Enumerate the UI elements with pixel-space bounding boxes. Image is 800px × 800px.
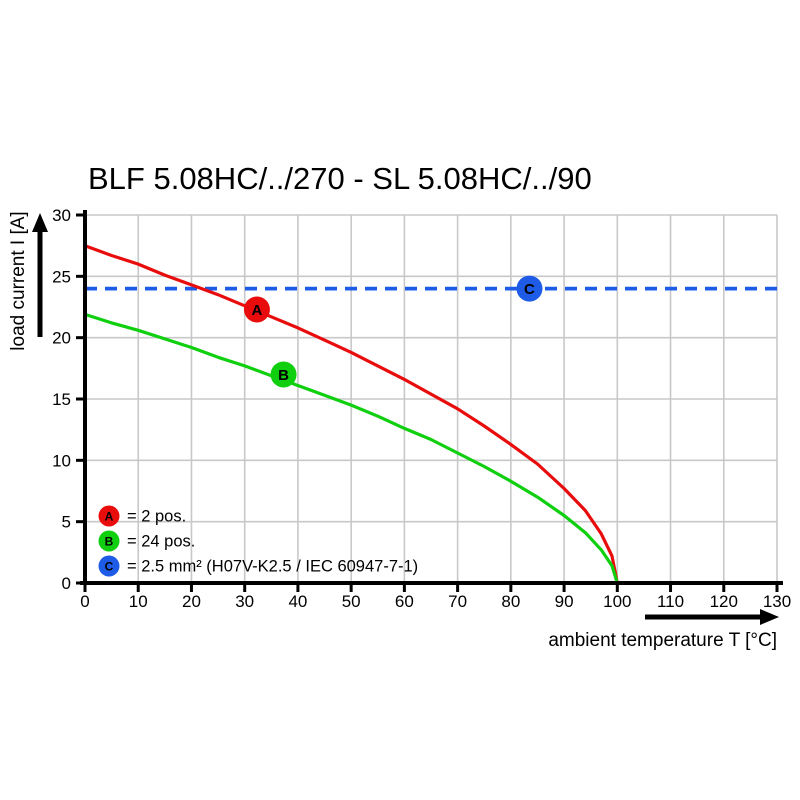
legend-letter-A: A xyxy=(105,510,114,524)
legend-label-C: = 2.5 mm² (H07V-K2.5 / IEC 60947-7-1) xyxy=(127,558,418,576)
legend-swatch-A xyxy=(98,505,120,527)
y-tick-label-15: 15 xyxy=(52,390,71,409)
x-axis-arrow-head xyxy=(760,609,779,625)
marker-letter-A: A xyxy=(252,302,263,319)
curve-A xyxy=(84,244,619,584)
y-tick-label-0: 0 xyxy=(62,574,71,593)
x-tick-label-20: 20 xyxy=(182,592,201,611)
y-tick-label-10: 10 xyxy=(52,451,71,470)
marker-A xyxy=(243,296,270,323)
x-tick-label-110: 110 xyxy=(657,592,684,611)
marker-letter-C: C xyxy=(524,281,535,298)
x-tick-label-130: 130 xyxy=(763,592,791,611)
y-tick-label-30: 30 xyxy=(52,206,71,225)
x-tick-label-50: 50 xyxy=(342,592,361,611)
y-axis-label: load current I [A] xyxy=(8,211,29,350)
y-tick-label-25: 25 xyxy=(52,267,71,286)
legend-label-B: = 24 pos. xyxy=(127,533,195,551)
x-tick-label-40: 40 xyxy=(288,592,307,611)
y-tick-label-20: 20 xyxy=(52,329,71,348)
x-tick-label-90: 90 xyxy=(555,592,574,611)
marker-C xyxy=(516,275,543,302)
curve-B xyxy=(84,312,619,584)
x-tick-label-120: 120 xyxy=(710,592,738,611)
marker-letter-B: B xyxy=(278,367,289,384)
x-tick-label-30: 30 xyxy=(235,592,254,611)
x-axis-label: ambient temperature T [°C] xyxy=(548,630,777,651)
legend-letter-B: B xyxy=(105,535,114,549)
x-tick-label-10: 10 xyxy=(129,592,148,611)
legend-letter-C: C xyxy=(105,560,114,574)
y-tick-label-5: 5 xyxy=(62,513,71,532)
marker-B xyxy=(270,361,297,388)
x-tick-label-0: 0 xyxy=(80,592,89,611)
legend-swatch-B xyxy=(98,530,120,552)
legend-label-A: = 2 pos. xyxy=(127,508,186,526)
x-tick-label-60: 60 xyxy=(395,592,414,611)
y-axis-arrow-head xyxy=(32,213,48,232)
chart-title: BLF 5.08HC/../270 - SL 5.08HC/../90 xyxy=(88,161,592,196)
legend-swatch-C xyxy=(98,555,120,577)
x-tick-label-80: 80 xyxy=(501,592,520,611)
x-tick-label-100: 100 xyxy=(603,592,631,611)
x-tick-label-70: 70 xyxy=(448,592,467,611)
